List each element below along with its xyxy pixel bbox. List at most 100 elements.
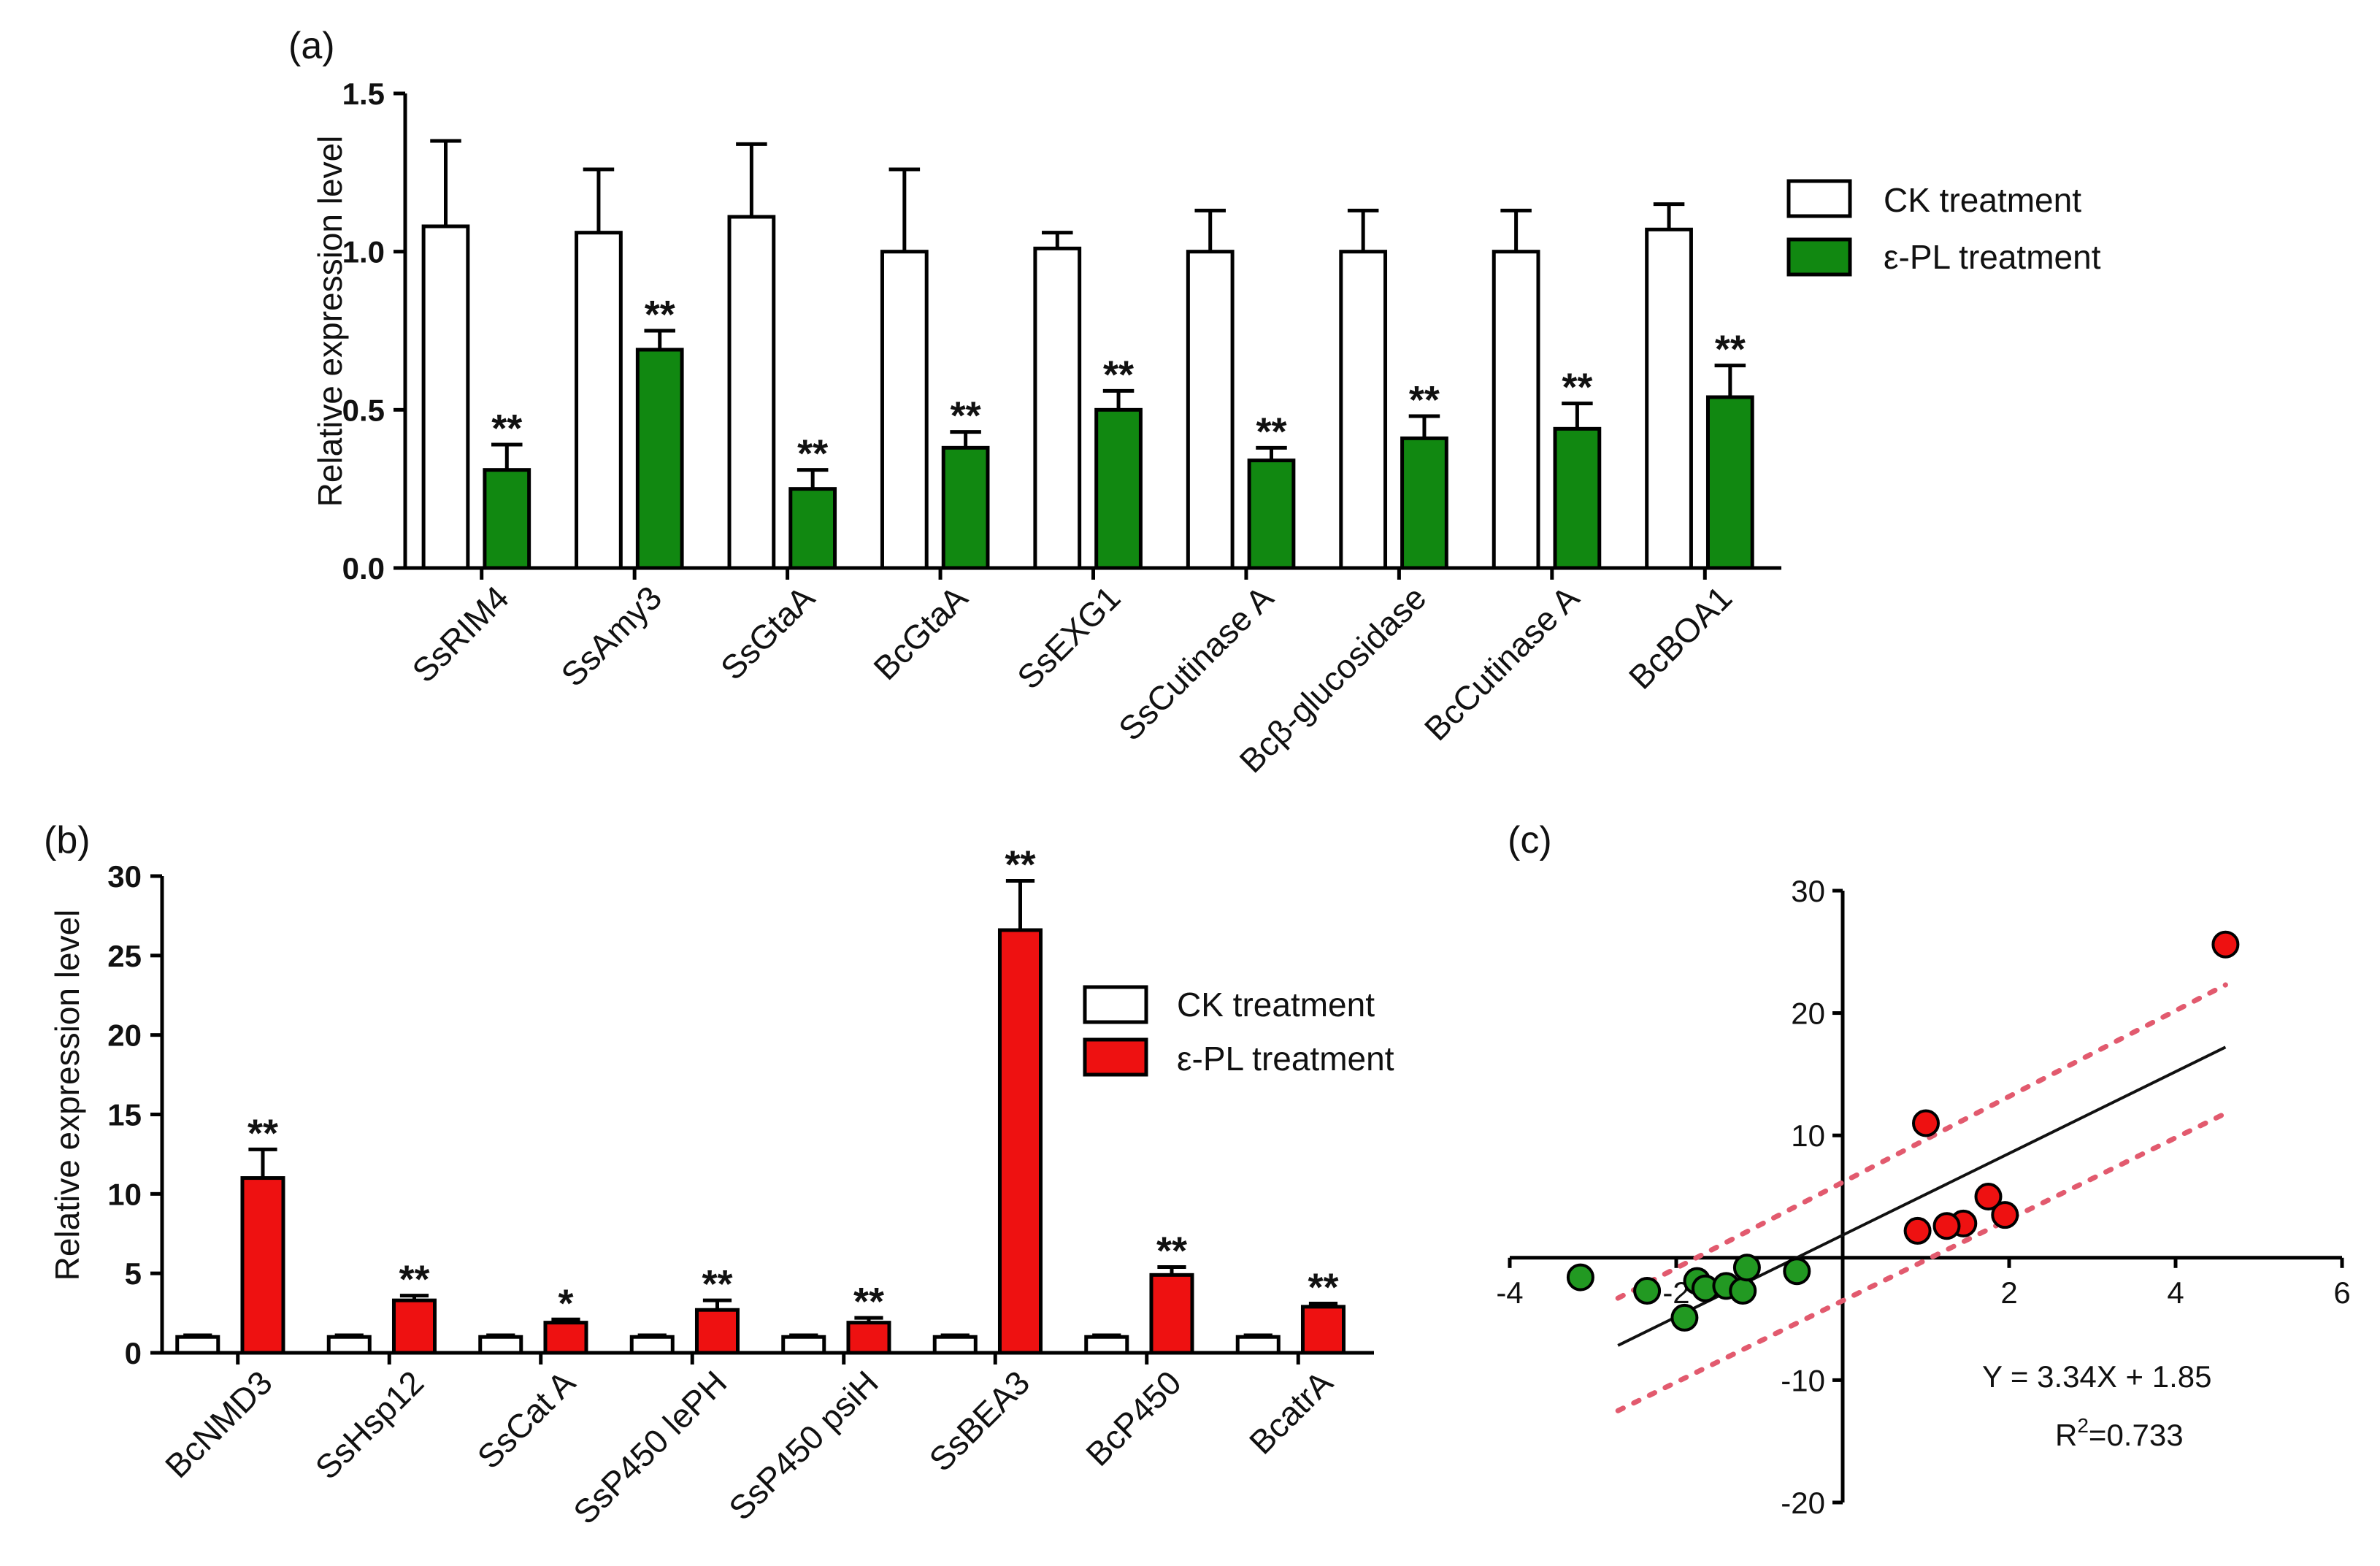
r-squared-prefix: R	[2055, 1418, 2077, 1452]
x-category-label: BcNMD3	[158, 1363, 280, 1485]
panel-a-x-labels: SsRIM4 SsAmy3 SsGtaA BcGtaA SsEXG1SsCutinase…	[404, 578, 1739, 780]
x-category-label: BcGtaA	[866, 578, 975, 687]
pl-bar	[1300, 1305, 1346, 1355]
significance-label: **	[1005, 843, 1035, 887]
x-category-label: SsP450 psiH	[721, 1363, 886, 1527]
legend-b-ck-label: CK treatment	[1177, 986, 1375, 1024]
panel-a-legend: CK treatment ε-PL treatment	[1786, 179, 2101, 277]
x-category-label: SsCat A	[470, 1363, 583, 1476]
pl-bar	[240, 1176, 285, 1355]
pl-bar	[1705, 395, 1754, 570]
legend-b-ck-swatch	[1083, 985, 1148, 1024]
significance-label: **	[853, 1280, 884, 1324]
significance-label: **	[951, 394, 981, 438]
r-squared: R2=0.733	[2055, 1414, 2184, 1452]
x-category-label: SsHsp12	[308, 1363, 431, 1486]
y-tick-label: 20	[107, 1018, 142, 1053]
panel-a-label: (a)	[288, 25, 335, 67]
significance-label: **	[645, 293, 675, 337]
red-point	[1932, 1212, 1961, 1240]
x-category-label: SsAmy3	[553, 578, 669, 694]
pl-bar	[1553, 426, 1602, 570]
pl-bar	[788, 487, 837, 570]
red-point	[1912, 1109, 1940, 1137]
significance-label: **	[491, 407, 522, 450]
panel-a-bars: ** ** ** ** ** ** ** ** **	[421, 139, 1754, 570]
x-category-label: BcBOA1	[1621, 578, 1740, 696]
y-tick-label: 30	[1791, 874, 1825, 908]
pl-bar	[1094, 407, 1143, 570]
y-tick-label: -20	[1781, 1486, 1825, 1520]
panel-a-y-axis: 0.0 0.5 1.0 1.5	[342, 77, 1781, 586]
green-point	[1732, 1254, 1761, 1282]
pl-bar	[1247, 458, 1296, 570]
legend-a-ck-swatch	[1786, 179, 1852, 218]
pl-bar	[543, 1321, 588, 1355]
significance-label: **	[1103, 353, 1134, 396]
y-tick-label: -10	[1781, 1363, 1825, 1397]
y-tick-label: 15	[107, 1098, 142, 1132]
legend-a-pl-swatch	[1786, 237, 1852, 277]
ck-bar	[629, 1335, 675, 1355]
y-tick-label: 25	[107, 939, 142, 973]
significance-label: **	[399, 1258, 429, 1302]
y-tick-label: 0	[125, 1336, 142, 1370]
green-point	[1633, 1277, 1662, 1305]
x-category-label: BcCutinase A	[1417, 578, 1586, 748]
x-category-label: SsGtaA	[713, 578, 822, 687]
x-tick-label: -4	[1496, 1275, 1523, 1310]
ck-bar	[1033, 246, 1082, 570]
legend-a-ck-label: CK treatment	[1884, 181, 2081, 219]
panel-b-y-axis: 0 5 10 15 20 25 30	[107, 859, 1374, 1370]
ck-bar	[326, 1335, 372, 1355]
fit-equation: Y = 3.34X + 1.85	[1982, 1359, 2212, 1394]
pl-bar	[1149, 1273, 1194, 1355]
significance-label: **	[702, 1262, 732, 1306]
ck-bar	[1339, 250, 1388, 570]
panel-a: (a) Relative expression level 0.0 0.5 1.0 1…	[288, 25, 2101, 780]
ck-bar	[932, 1335, 978, 1355]
y-tick-label: 10	[1791, 1118, 1825, 1153]
y-tick-label: 1.5	[342, 77, 385, 111]
y-tick-label: 20	[1791, 997, 1825, 1031]
ci-lower-line	[1615, 1110, 2228, 1413]
x-tick-label: 2	[2000, 1275, 2017, 1310]
x-category-label: SsP450 lePH	[566, 1363, 734, 1531]
ck-bar	[727, 215, 776, 570]
pl-bar	[483, 468, 531, 570]
panel-b-bars: ***** ** ********	[175, 843, 1346, 1355]
ck-bar	[1186, 250, 1235, 570]
ck-bar	[478, 1335, 523, 1355]
ck-bar	[781, 1335, 826, 1355]
significance-label: **	[1256, 410, 1286, 453]
significance-label: **	[1156, 1229, 1187, 1273]
significance-label: **	[1715, 328, 1746, 372]
ck-bar	[1235, 1335, 1281, 1355]
ck-bar	[575, 231, 623, 570]
r-squared-superscript: 2	[2077, 1414, 2089, 1437]
ck-bar	[880, 250, 929, 570]
pl-bar	[846, 1321, 891, 1355]
significance-label: **	[1308, 1266, 1338, 1310]
significance-label: **	[1562, 366, 1592, 410]
significance-label: **	[247, 1111, 278, 1155]
ck-bar	[421, 224, 470, 570]
significance-label: **	[1409, 378, 1440, 422]
pl-bar	[635, 348, 684, 570]
significance-label: **	[797, 432, 828, 476]
panel-b: (b) Relative expression level 0 5 10 15 20 25…	[44, 819, 1394, 1532]
green-point	[1670, 1303, 1699, 1332]
ck-bar	[175, 1335, 220, 1355]
panel-a-ylabel: Relative expression level	[311, 136, 349, 507]
y-tick-label: 5	[125, 1256, 142, 1291]
ck-bar	[1084, 1335, 1129, 1355]
y-tick-label: 0.5	[342, 393, 385, 427]
x-category-label: SsEXG1	[1010, 578, 1128, 696]
y-tick-label: 0.0	[342, 551, 385, 586]
x-tick-label: 4	[2167, 1275, 2184, 1310]
legend-b-pl-label: ε-PL treatment	[1177, 1040, 1394, 1078]
panel-b-ylabel: Relative expression level	[48, 910, 86, 1281]
